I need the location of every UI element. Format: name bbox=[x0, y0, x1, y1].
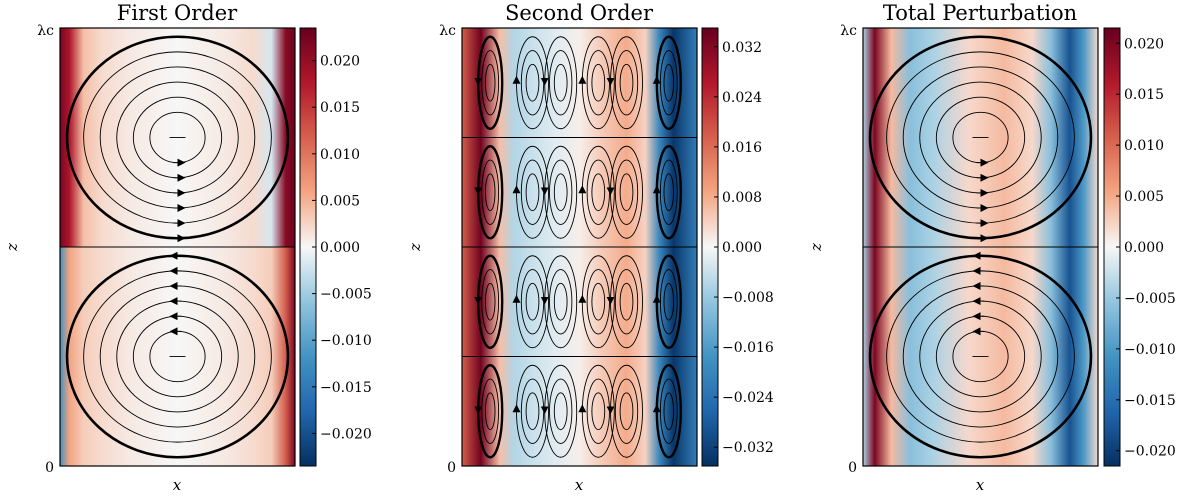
panel-first-order: First Order x z λc 0 0.020 0.015 0.010 0.00… bbox=[3, 1, 372, 494]
panel-title: Second Order bbox=[505, 1, 654, 25]
panel-second-order: Second Order x z λc 0 0.0320.0240.0160.0… bbox=[406, 1, 774, 494]
y-tick-bottom: 0 bbox=[45, 460, 54, 476]
streamline bbox=[525, 63, 540, 102]
colorbar: 0.020 0.015 0.010 0.005 0.000 −0.005 −0.010 −0.… bbox=[1103, 27, 1176, 467]
colorbar-tick-label: −0.010 bbox=[320, 333, 372, 349]
y-axis-label: z bbox=[406, 243, 424, 252]
colorbar: 0.020 0.015 0.010 0.005 0.000 −0.005 −0.010 −0.… bbox=[299, 27, 372, 467]
colorbar-tick-label: −0.016 bbox=[722, 340, 774, 356]
panel-total-perturbation: Total Perturbation x z λc 0 0.0200.0150.… bbox=[807, 1, 1176, 494]
streamline bbox=[553, 282, 568, 321]
colorbar-tick-label: 0.000 bbox=[320, 240, 360, 256]
colorbar-tick-label: 0.010 bbox=[320, 147, 360, 163]
streamline bbox=[484, 173, 496, 212]
y-tick-bottom: 0 bbox=[848, 460, 857, 476]
streamline bbox=[591, 173, 606, 212]
y-tick-top: λc bbox=[840, 23, 857, 39]
colorbar-tick-label: 0.020 bbox=[1124, 36, 1164, 52]
colorbar-tick-label: −0.008 bbox=[722, 290, 774, 306]
colorbar-tick-label: 0.010 bbox=[1124, 138, 1164, 154]
colorbar-tick-label: −0.015 bbox=[1124, 393, 1176, 409]
x-axis-label: x bbox=[976, 476, 985, 494]
y-axis-label: z bbox=[3, 243, 21, 252]
streamline bbox=[663, 282, 675, 321]
streamline bbox=[553, 392, 568, 431]
streamline bbox=[484, 282, 496, 321]
y-tick-bottom: 0 bbox=[447, 460, 456, 476]
colorbar-tick-label: −0.015 bbox=[320, 380, 372, 396]
y-tick-top: λc bbox=[37, 23, 54, 39]
colorbar-tick-label: −0.024 bbox=[722, 390, 774, 406]
streamlines bbox=[60, 35, 295, 459]
streamlines bbox=[462, 35, 697, 459]
plot-frame bbox=[862, 27, 1099, 467]
streamline bbox=[525, 173, 540, 212]
streamline bbox=[525, 392, 540, 431]
streamline bbox=[619, 173, 634, 212]
streamline bbox=[614, 50, 639, 116]
streamline bbox=[663, 63, 675, 102]
streamline bbox=[619, 282, 634, 321]
colorbar-tick-label: 0.032 bbox=[722, 40, 762, 56]
colorbar-tick-label: −0.020 bbox=[320, 426, 372, 442]
x-axis-label: x bbox=[575, 476, 584, 494]
streamline bbox=[614, 159, 639, 225]
panel-title: First Order bbox=[117, 1, 238, 25]
colorbar-tick-label: 0.000 bbox=[1124, 240, 1164, 256]
streamline bbox=[549, 378, 573, 444]
streamlines bbox=[863, 35, 1098, 459]
streamline bbox=[553, 63, 568, 102]
streamline bbox=[484, 392, 496, 431]
colorbar-tick-label: 0.020 bbox=[320, 54, 360, 70]
streamline bbox=[525, 282, 540, 321]
streamline bbox=[619, 63, 634, 102]
colorbar-tick-label: −0.005 bbox=[320, 287, 372, 303]
colorbar: 0.032 0.024 0.016 0.008 0.000 −0.008 −0.016 −0.… bbox=[701, 27, 774, 467]
streamline bbox=[663, 392, 675, 431]
colorbar-tick-label: −0.032 bbox=[722, 440, 774, 456]
streamline bbox=[591, 282, 606, 321]
colorbar-tick-label: 0.024 bbox=[722, 90, 762, 106]
streamline bbox=[549, 50, 573, 116]
panel-title: Total Perturbation bbox=[883, 1, 1077, 25]
streamline bbox=[591, 63, 606, 102]
streamline bbox=[663, 173, 675, 212]
colorbar-tick-label: 0.005 bbox=[1124, 189, 1164, 205]
colorbar-tick-label: 0.008 bbox=[722, 190, 762, 206]
streamline bbox=[549, 159, 573, 225]
colorbar-tick-label: −0.005 bbox=[1124, 291, 1176, 307]
y-axis-label: z bbox=[807, 243, 825, 252]
colorbar-tick-label: −0.020 bbox=[1124, 444, 1176, 460]
colorbar-tick-label: 0.000 bbox=[722, 240, 762, 256]
plot-frame bbox=[59, 27, 296, 467]
colorbar-tick-label: 0.005 bbox=[320, 193, 360, 209]
streamline bbox=[484, 63, 496, 102]
streamline bbox=[553, 173, 568, 212]
streamline bbox=[614, 378, 639, 444]
plot-frame bbox=[461, 27, 698, 467]
streamline bbox=[619, 392, 634, 431]
streamline bbox=[549, 269, 573, 335]
y-tick-top: λc bbox=[439, 23, 456, 39]
colorbar-tick-label: −0.010 bbox=[1124, 342, 1176, 358]
colorbar-tick-label: 0.016 bbox=[722, 140, 762, 156]
x-axis-label: x bbox=[173, 476, 182, 494]
streamline bbox=[591, 392, 606, 431]
colorbar-tick-label: 0.015 bbox=[320, 100, 360, 116]
colorbar-tick-label: 0.015 bbox=[1124, 87, 1164, 103]
streamline bbox=[614, 269, 639, 335]
